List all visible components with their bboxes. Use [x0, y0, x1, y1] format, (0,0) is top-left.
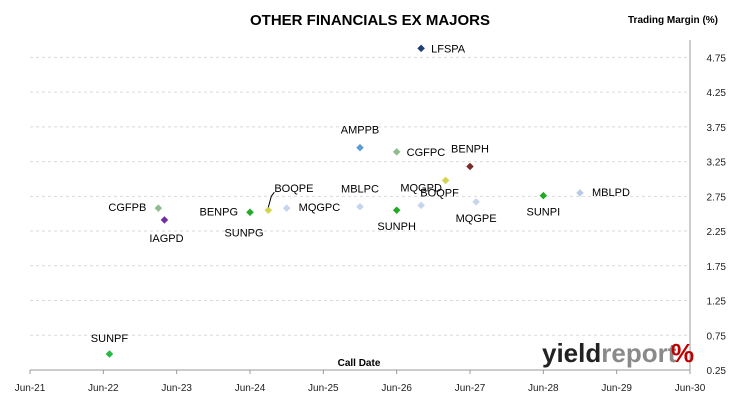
point-sunpi — [538, 191, 548, 200]
data-points — [105, 43, 585, 359]
gridlines — [30, 56, 690, 371]
point-label-cgfpb: CGFPB — [108, 202, 146, 214]
point-sunpg — [245, 207, 255, 217]
point-label-sunpf: SUNPF — [91, 333, 129, 345]
point-label-sunpi: SUNPI — [527, 207, 561, 219]
y-tick-label: 1.25 — [707, 297, 727, 308]
x-tick-label: Jun-22 — [88, 383, 119, 394]
y-tick-label: 0.25 — [707, 366, 727, 377]
x-tick-label: Jun-25 — [308, 383, 339, 394]
y-axis-label: Trading Margin (%) — [628, 15, 718, 26]
point-boqpe — [263, 205, 273, 215]
chart-title: OTHER FINANCIALS EX MAJORS — [250, 12, 490, 29]
y-tick-label: 0.75 — [707, 331, 727, 342]
y-tick-label: 4.25 — [707, 88, 727, 99]
point-label-iagpd: IAGPD — [149, 233, 183, 245]
y-tick-label: 4.75 — [707, 53, 727, 64]
point-label-cgfpc: CGFPC — [407, 147, 446, 159]
x-tick-labels: Jun-21 Jun-22 Jun-23 Jun-24 Jun-25 Jun-26 Jun-… — [15, 370, 706, 394]
y-tick-label: 3.25 — [707, 158, 727, 169]
point-label-mqgpe: MQGPE — [456, 213, 497, 225]
point-label-amppb: AMPPB — [341, 125, 380, 137]
point-lfspa — [416, 43, 426, 53]
x-tick-label: Jun-26 — [381, 383, 412, 394]
y-tick-label: 2.75 — [707, 192, 727, 203]
point-label-mblpd: MBLPD — [592, 187, 630, 199]
point-mblpc — [355, 202, 365, 212]
x-tick-label: Jun-24 — [235, 383, 266, 394]
point-iagpd — [160, 215, 169, 225]
point-amppb — [355, 143, 365, 153]
point-mqgpc — [282, 203, 292, 213]
x-tick-label: Jun-30 — [675, 383, 706, 394]
point-label-sunph: SUNPH — [377, 221, 416, 233]
point-label-boqpe: BOQPE — [274, 183, 313, 195]
point-label-benpg: BENPG — [199, 206, 238, 218]
y-tick-label: 1.75 — [707, 262, 727, 273]
x-axis-label: Call Date — [338, 358, 381, 369]
y-tick-labels: 0.25 0.75 1.25 1.75 2.25 2.75 3.25 3.75 4.25 4.75 — [707, 53, 727, 377]
x-tick-label: Jun-28 — [528, 383, 559, 394]
point-cgfpb — [153, 203, 163, 213]
point-mqgpe — [471, 197, 481, 207]
y-tick-label: 3.75 — [707, 123, 727, 134]
x-tick-label: Jun-23 — [161, 383, 192, 394]
point-mqgpd — [416, 200, 426, 210]
logo-percent: % — [671, 338, 694, 368]
point-sunph — [392, 205, 402, 215]
x-tick-label: Jun-21 — [15, 383, 46, 394]
point-label-mqgpc: MQGPC — [299, 202, 341, 214]
point-label-mqgpd: MQGPD — [400, 182, 442, 194]
point-label-sunpg: SUNPG — [224, 227, 263, 239]
point-mblpd — [575, 188, 585, 198]
logo-yield: yield — [542, 338, 601, 368]
point-label-mblpc: MBLPC — [341, 184, 379, 196]
yieldreport-logo: yieldreport % — [542, 338, 694, 368]
x-tick-label: Jun-29 — [601, 383, 632, 394]
point-label-boqpf: BOQPF — [420, 187, 459, 199]
point-boqpf — [441, 175, 450, 185]
logo-report: report — [601, 338, 676, 368]
point-cgfpc — [392, 147, 402, 157]
svg-text:yieldreport: yieldreport — [542, 338, 677, 368]
point-sunpf — [105, 349, 114, 359]
point-label-benph: BENPH — [451, 143, 489, 155]
point-label-lfspa: LFSPA — [431, 43, 466, 55]
x-tick-label: Jun-27 — [455, 383, 486, 394]
y-tick-label: 2.25 — [707, 227, 727, 238]
boqpe-leader-line — [267, 191, 275, 208]
point-labels: LFSPA AMPPB CGFPC BENPH BOQPF MBLPD SUNPI MQGPE… — [91, 43, 630, 345]
point-benph — [465, 162, 475, 171]
